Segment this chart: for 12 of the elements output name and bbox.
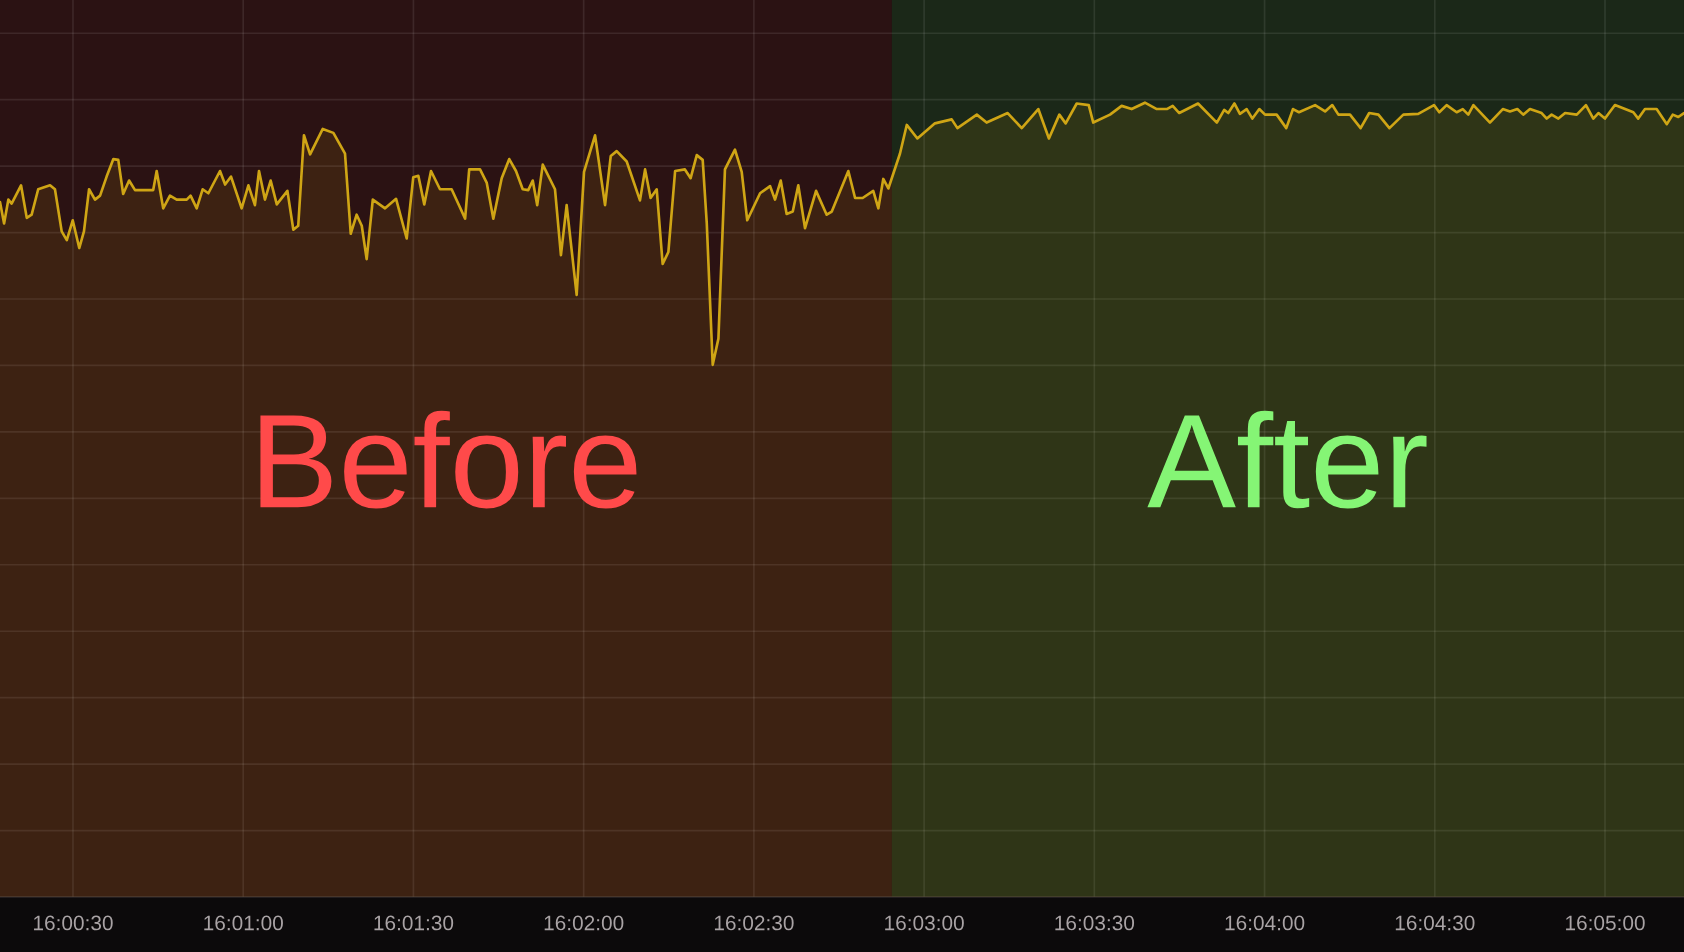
x-tick-label: 16:03:30 <box>1055 915 1135 931</box>
x-tick-label: 16:01:00 <box>204 915 283 931</box>
band-label: After <box>1147 410 1427 509</box>
x-tick-label: 16:00:30 <box>34 915 113 931</box>
x-tick-label: 16:02:30 <box>714 915 794 931</box>
x-tick-label: 16:04:00 <box>1225 915 1305 931</box>
x-tick-label: 16:05:00 <box>1566 915 1645 931</box>
band-label: Before <box>260 410 637 509</box>
x-tick-label: 16:02:00 <box>544 915 624 931</box>
x-tick-label: 16:01:30 <box>374 915 454 931</box>
x-tick-label: 16:03:00 <box>885 915 964 931</box>
x-tick-label: 16:04:30 <box>1395 915 1475 931</box>
